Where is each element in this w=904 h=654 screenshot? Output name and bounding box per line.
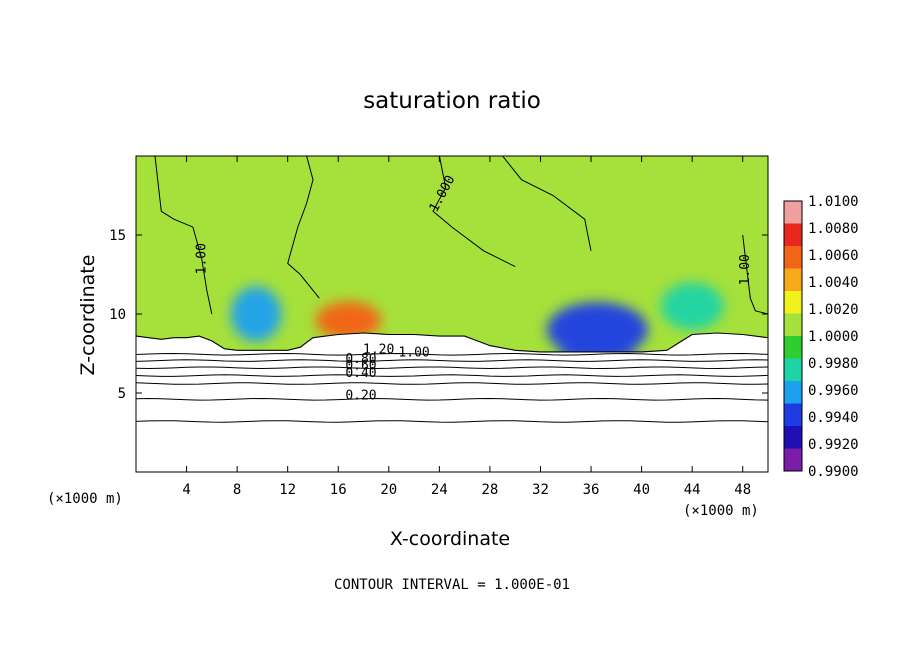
x-tick-label-48: 48 — [734, 482, 751, 498]
contour-level-2 — [136, 382, 768, 385]
y-tick-label-5: 5 — [118, 386, 126, 402]
colorbar-label-2: 1.0060 — [808, 248, 859, 264]
colorbar-label-8: 0.9940 — [808, 410, 859, 426]
y-tick-label-10: 10 — [109, 307, 126, 323]
contour-label-0: 1.00 — [195, 243, 210, 274]
colorbar-label-5: 1.0000 — [808, 329, 859, 345]
colorbar-label-3: 1.0040 — [808, 275, 859, 291]
anomaly-region-4 — [401, 235, 478, 330]
anomaly-region-3 — [660, 282, 724, 330]
contour-label-7: 0.40 — [345, 366, 376, 381]
colorbar-swatch-7 — [784, 358, 802, 382]
x-tick-label-32: 32 — [532, 482, 549, 498]
x-tick-label-8: 8 — [233, 482, 241, 498]
contour-label-8: 0.20 — [345, 388, 376, 403]
colorbar-frame — [783, 200, 803, 472]
x-tick-label-40: 40 — [633, 482, 650, 498]
colorbar-swatch-1 — [784, 223, 802, 247]
x-axis-ticks: 4 8 12 16 20 24 28 32 36 40 44 48 — [182, 156, 751, 498]
contour-1000-segment-0 — [154, 156, 213, 315]
colorbar-label-9: 0.9920 — [808, 437, 859, 453]
saturation-field — [136, 156, 768, 472]
contour-1000-segment-3 — [502, 156, 592, 251]
colorbar-label-6: 0.9980 — [808, 356, 859, 372]
contour-level-4 — [136, 366, 768, 370]
anomaly-region-1 — [230, 286, 282, 342]
anomaly-region-2 — [546, 302, 648, 358]
x-tick-label-24: 24 — [431, 482, 448, 498]
contour-lines — [136, 156, 768, 423]
x-tick-label-44: 44 — [684, 482, 701, 498]
colorbar-swatch-9 — [784, 403, 802, 427]
x-tick-label-12: 12 — [279, 482, 296, 498]
x-tick-label-28: 28 — [481, 482, 498, 498]
colorbar-label-10: 0.9900 — [808, 464, 859, 480]
contour-interval-note: CONTOUR INTERVAL = 1.000E-01 — [333, 577, 570, 593]
colorbar-swatch-10 — [784, 426, 802, 449]
colorbar: 1.0100 1.0080 1.0060 1.0040 1.0020 1.0000 0.99… — [783, 194, 859, 480]
colorbar-swatch-2 — [784, 246, 802, 269]
contour-1000-segment-2 — [432, 156, 516, 268]
x-unit-label-left: (×1000 m) — [47, 491, 123, 507]
x-unit-label-right: (×1000 m) — [683, 503, 759, 519]
anomaly-core-0 — [327, 313, 369, 336]
contour-cloud-top — [136, 332, 768, 353]
y-axis-label: Z-coordinate — [77, 254, 99, 376]
colorbar-label-7: 0.9960 — [808, 383, 859, 399]
contour-1000-segment-4 — [742, 234, 768, 315]
colorbar-swatch-4 — [784, 291, 802, 314]
chart-title: saturation ratio — [363, 88, 541, 114]
colorbar-label-1: 1.0080 — [808, 221, 859, 237]
cloud-layer-region — [136, 333, 768, 472]
colorbar-swatch-6 — [784, 336, 802, 359]
x-tick-label-20: 20 — [380, 482, 397, 498]
contour-label-4: 1.00 — [398, 346, 429, 361]
colorbar-swatch-3 — [784, 268, 802, 292]
contour-level-5 — [136, 359, 768, 362]
colorbar-label-4: 1.0020 — [808, 302, 859, 318]
contour-label-2: 1.00 — [738, 254, 753, 285]
x-tick-label-4: 4 — [182, 482, 190, 498]
x-tick-label-36: 36 — [583, 482, 600, 498]
y-axis-ticks: 5 10 15 — [109, 228, 768, 402]
contour-level-6 — [136, 352, 768, 356]
colorbar-label-0: 1.0100 — [808, 194, 859, 210]
x-tick-label-16: 16 — [330, 482, 347, 498]
colorbar-swatch-8 — [784, 381, 802, 404]
colorbar-swatch-0 — [784, 201, 802, 224]
contour-level-0 — [136, 420, 768, 423]
x-axis-label: X-coordinate — [389, 528, 511, 550]
y-tick-label-15: 15 — [109, 228, 126, 244]
contour-label-5: 0.80 — [345, 352, 376, 367]
contour-level-1 — [136, 397, 768, 401]
colorbar-swatch-5 — [784, 313, 802, 337]
contour-1000-segment-1 — [287, 156, 320, 299]
contour-label-3: 1.20 — [363, 343, 394, 358]
contour-label-6: 0.60 — [345, 358, 376, 373]
colorbar-swatch-11 — [784, 448, 802, 472]
contour-level-3 — [136, 374, 768, 377]
